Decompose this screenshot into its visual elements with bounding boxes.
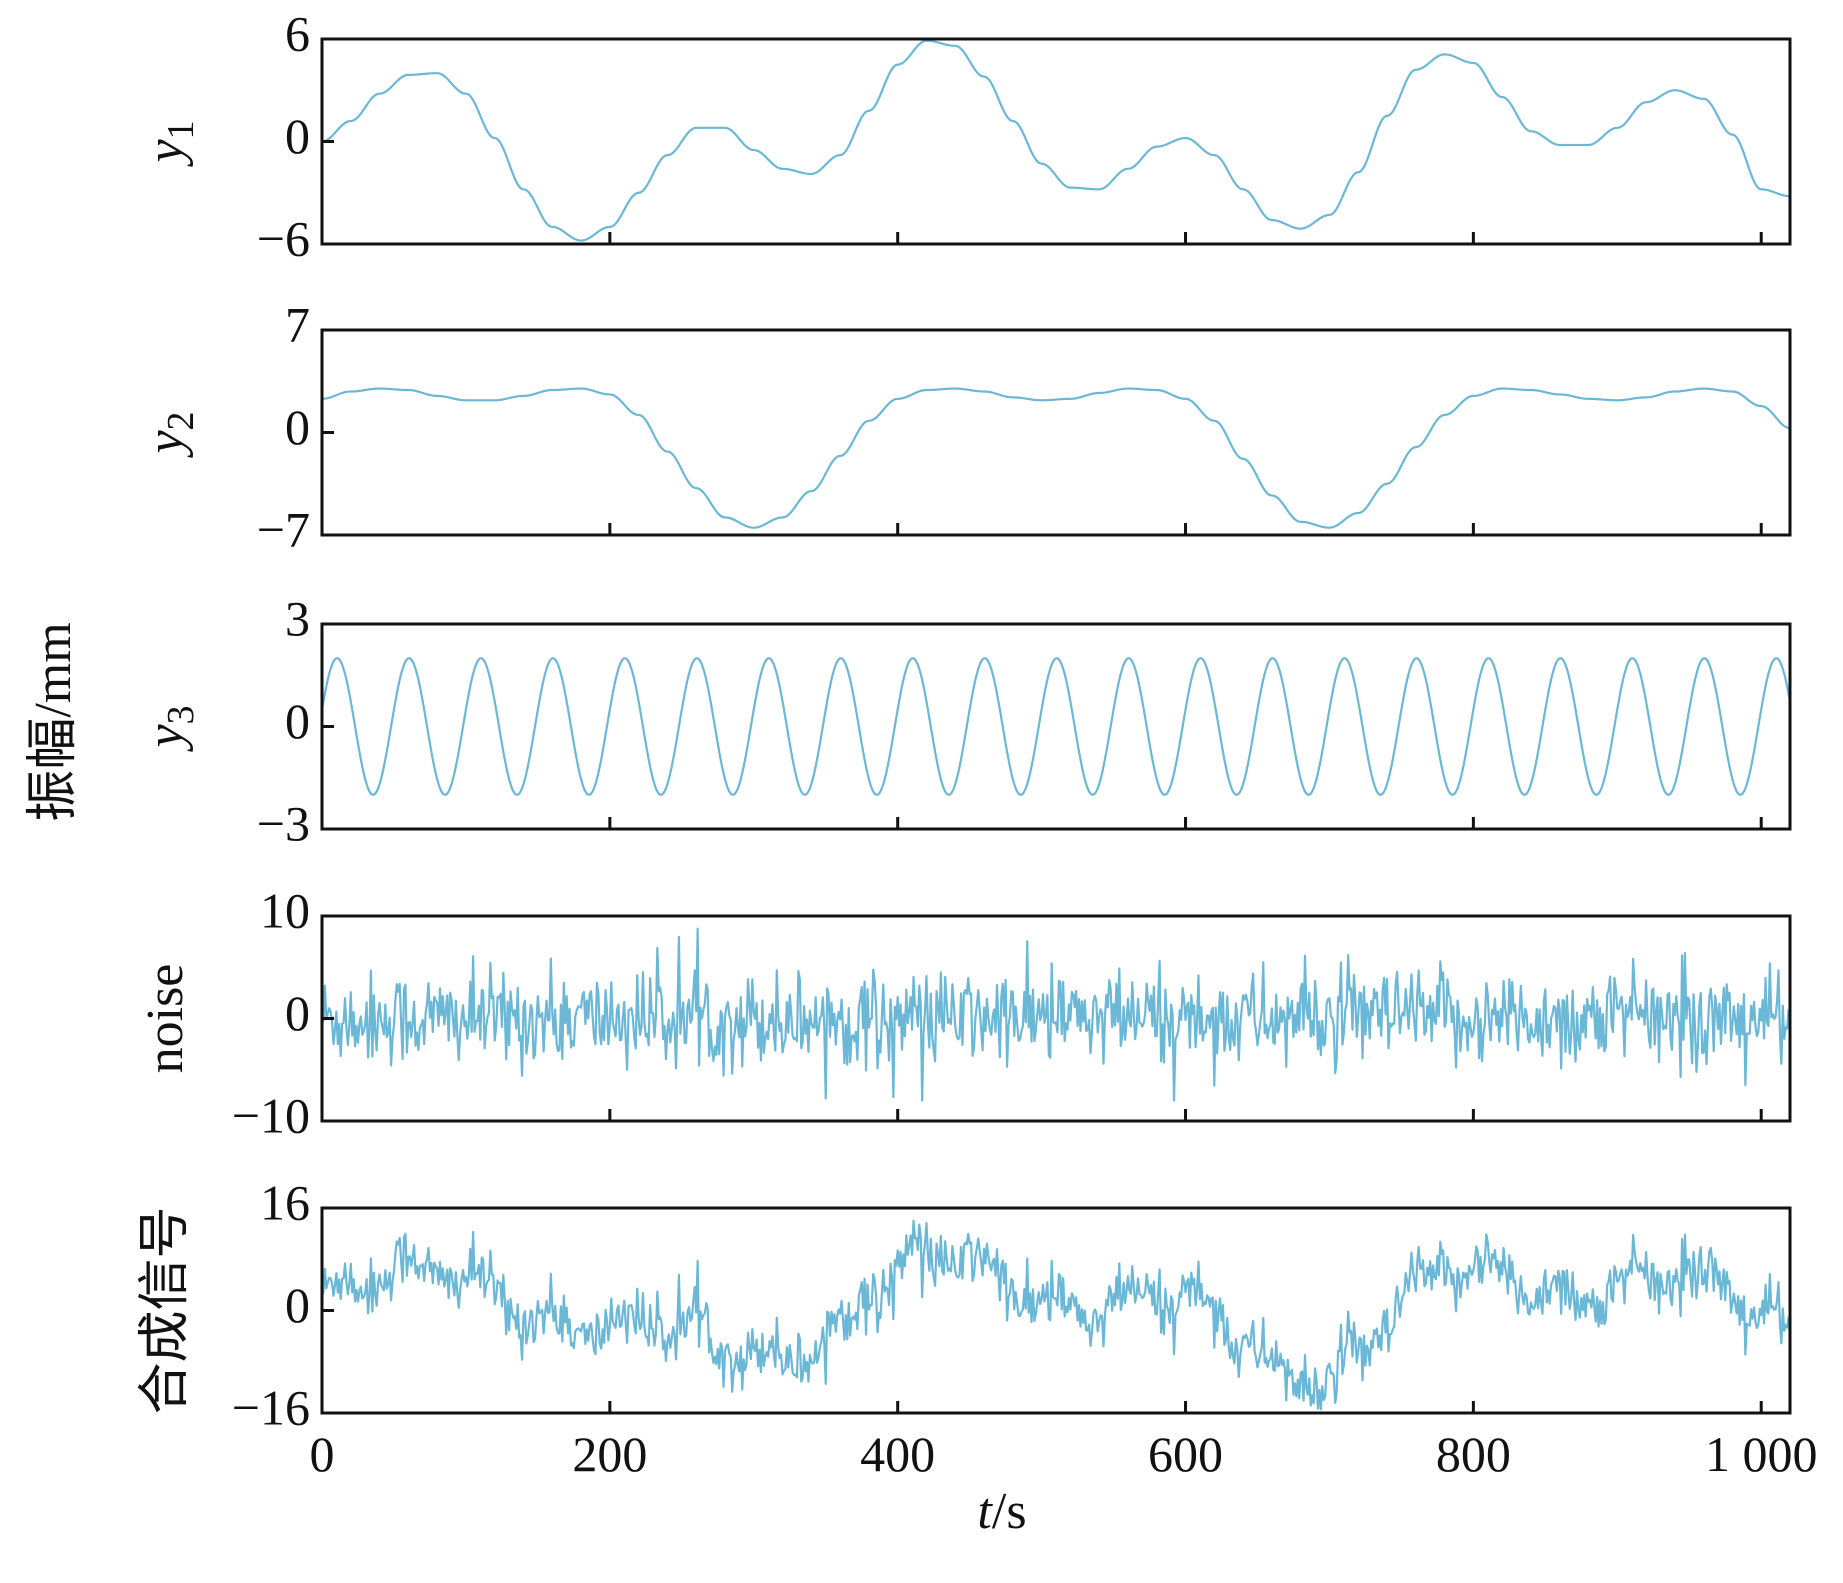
y-tick-label-y3-2: 3 [285,590,310,646]
x-tick-label-4: 800 [1436,1426,1511,1482]
panel-ylabel-sub-y3: 3 [160,705,202,724]
y-tick-label-noise-2: 10 [260,882,310,938]
panel-y2: −7 0 7 y2 [137,296,1792,557]
panel-y1: −6 0 6 y1 [137,5,1792,266]
panel-ylabel-y3: y3 [137,705,202,752]
panel-noise: −10 0 10 noise [137,882,1792,1143]
series-line-y1 [322,39,1790,242]
y-tick-label-y2-0: −7 [257,501,310,557]
panel-ylabel-y1: y1 [137,120,202,167]
panel-ylabel-y2: y2 [137,411,202,458]
plot-frame-y2 [320,328,1792,537]
y-tick-label-noise-1: 0 [285,985,310,1041]
panel-ylabel-sub-y2: 2 [160,411,202,430]
x-tick-label-3: 600 [1148,1426,1223,1482]
y-tick-label-noise-0: −10 [232,1087,310,1143]
x-axis-title-unit: /s [992,1483,1027,1540]
series-line-noise [322,927,1790,1102]
panel-ylabel-var-y2: y [137,430,194,459]
panel-ylabel-combined: 合成信号 [137,1206,194,1414]
panel-ylabel-sub-y1: 1 [160,120,202,139]
y-tick-label-combined-2: 16 [260,1174,310,1230]
x-tick-label-0: 0 [310,1426,335,1482]
panel-ylabel-noise: noise [137,964,194,1074]
y-tick-label-y2-2: 7 [285,296,310,352]
panel-ylabel-var-y3: y [137,724,194,753]
series-line-y3 [322,657,1790,796]
series-line-combined [322,1219,1790,1411]
plot-frame-y3 [320,622,1792,831]
y-tick-label-y3-1: 0 [285,693,310,749]
series-line-y2 [322,387,1790,529]
x-tick-label-5: 1 000 [1705,1426,1818,1482]
panel-ylabel-var-y1: y [137,139,194,168]
x-axis-title: t/s [977,1483,1026,1540]
y-tick-label-y1-2: 6 [285,5,310,61]
x-tick-label-1: 200 [572,1426,647,1482]
y-tick-label-combined-1: 0 [285,1277,310,1333]
y-axis-title: 振幅/mm [25,622,82,821]
y-tick-label-y1-0: −6 [257,210,310,266]
y-tick-label-y2-1: 0 [285,399,310,455]
y-tick-label-combined-0: −16 [232,1379,310,1435]
y-tick-label-y3-0: −3 [257,795,310,851]
plot-frame-y1 [320,37,1792,246]
x-axis-title-var: t [977,1483,993,1540]
y-tick-label-y1-1: 0 [285,108,310,164]
x-tick-label-2: 400 [860,1426,935,1482]
